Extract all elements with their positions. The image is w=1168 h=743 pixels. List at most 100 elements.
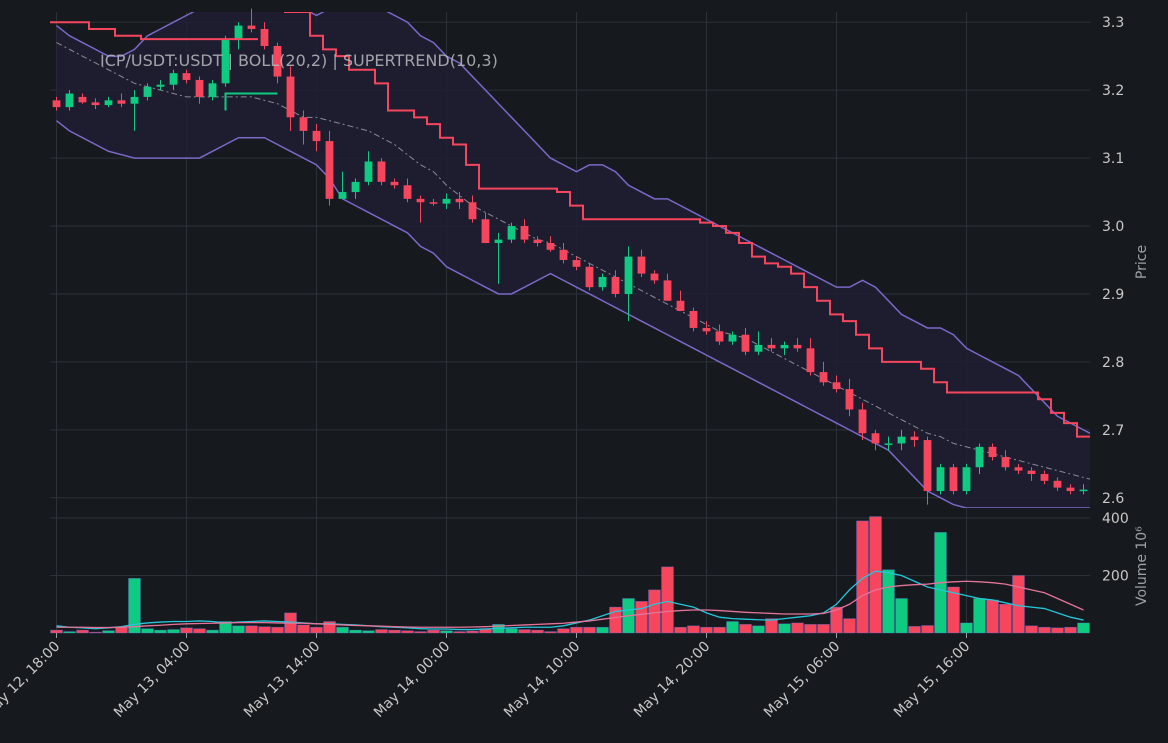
candle — [988, 443, 997, 461]
candle-body — [429, 202, 438, 204]
volume-tick-label: 200 — [1102, 569, 1129, 585]
volume-bar — [271, 626, 284, 634]
candle — [884, 436, 893, 451]
boll-mid-line — [56, 42, 1090, 480]
candle — [143, 83, 152, 101]
candle — [858, 402, 867, 441]
volume-bar — [791, 622, 804, 634]
candle-body — [754, 344, 763, 352]
volume-bar — [544, 631, 557, 634]
candle-body — [143, 86, 152, 97]
chart-title: ICP/USDT:USDT | BOLL(20,2) | SUPERTREND(… — [100, 51, 498, 70]
volume-bar — [50, 629, 63, 634]
time-tick-label: May 14, 00:00 — [371, 639, 453, 721]
y-axis-label: Price — [1134, 245, 1150, 279]
volume-bar — [960, 622, 973, 634]
volume-bar — [921, 625, 934, 634]
time-tick-label: May 13, 04:00 — [111, 639, 193, 721]
candle-body — [273, 45, 282, 77]
candle-body — [832, 382, 841, 390]
volume-bar — [245, 625, 258, 634]
candle-body — [559, 249, 568, 260]
candle-body — [858, 409, 867, 434]
supertrend-down-line — [50, 12, 1090, 438]
candle-body — [286, 76, 295, 118]
candle — [598, 273, 607, 291]
candle-body — [663, 280, 672, 301]
candle-body — [390, 181, 399, 186]
candle-body — [546, 243, 555, 250]
time-tick-label: May 15, 06:00 — [761, 639, 843, 721]
candle-body — [767, 344, 776, 349]
volume-bar — [986, 599, 999, 634]
supertrend — [50, 12, 1090, 438]
volume-bar — [713, 626, 726, 634]
candle-body — [715, 331, 724, 342]
candle-body — [910, 436, 919, 441]
candle — [351, 178, 360, 199]
candle-body — [338, 192, 347, 199]
volume-bar — [219, 621, 232, 634]
candle — [377, 158, 386, 186]
candle — [52, 96, 61, 111]
volume-bar — [1064, 626, 1077, 634]
candle-body — [481, 219, 490, 244]
volume-bar — [674, 626, 687, 634]
volume-bar — [882, 569, 895, 634]
candle — [702, 321, 711, 335]
volume-bar — [726, 621, 739, 634]
volume-tick-label: 400 — [1102, 511, 1129, 527]
candle — [78, 93, 87, 104]
time-tick-label: May 15, 16:00 — [891, 639, 973, 721]
candles — [52, 8, 1088, 505]
candle — [260, 22, 269, 50]
candle — [1027, 467, 1036, 481]
candle-body — [52, 100, 61, 108]
volume-bar — [687, 625, 700, 634]
candle — [559, 243, 568, 264]
volume-bar — [700, 626, 713, 634]
candle — [468, 195, 477, 223]
candle-body — [585, 266, 594, 288]
price-tick-label: 2.6 — [1102, 491, 1124, 507]
candle-body — [1066, 487, 1075, 492]
bollinger-bands — [56, 12, 1090, 508]
boll-fill — [56, 12, 1090, 508]
volume-bar — [869, 516, 882, 634]
volume-bar — [362, 630, 375, 634]
candle — [156, 79, 165, 91]
candle-body — [104, 100, 113, 106]
volume-bar — [466, 630, 479, 634]
volume-bar — [804, 624, 817, 634]
volume-bar — [401, 630, 414, 634]
candle-body — [650, 273, 659, 281]
volume-bar — [128, 578, 141, 634]
candle — [624, 246, 633, 322]
candle — [975, 443, 984, 475]
candle — [754, 331, 763, 356]
candle-body — [897, 436, 906, 444]
candle-body — [247, 25, 256, 29]
volume-bar — [817, 624, 830, 634]
boll-lower-line — [56, 120, 1090, 508]
volume-bar — [999, 603, 1012, 634]
price-tick-label: 3.1 — [1102, 151, 1124, 167]
candle-body — [611, 276, 620, 294]
candle — [1001, 450, 1010, 471]
volume-bar — [518, 629, 531, 634]
volume-bar — [1025, 625, 1038, 634]
candle — [117, 93, 126, 108]
candle — [481, 212, 490, 244]
volume-bar — [739, 624, 752, 634]
price-tick-label: 3.2 — [1102, 83, 1124, 99]
candle-body — [624, 256, 633, 294]
candle-body — [234, 25, 243, 40]
candle-body — [780, 344, 789, 349]
volume-bars — [50, 516, 1090, 634]
candle-body — [819, 372, 828, 383]
candle-body — [728, 334, 737, 342]
candle — [364, 151, 373, 186]
volume-bar — [973, 598, 986, 634]
candle — [910, 431, 919, 447]
candle — [806, 338, 815, 376]
